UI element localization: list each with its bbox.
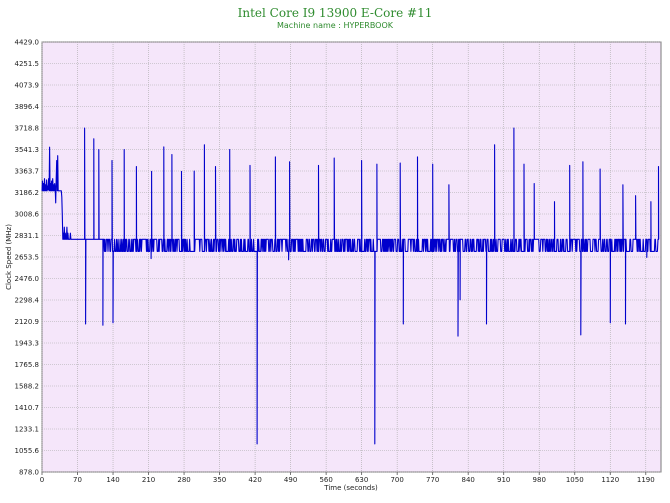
y-tick-label: 3363.7 xyxy=(15,168,40,176)
y-tick-label: 4073.9 xyxy=(15,82,40,90)
y-tick-label: 2653.5 xyxy=(15,254,40,262)
y-tick-label: 2831.1 xyxy=(15,232,40,240)
x-tick-label: 630 xyxy=(355,476,368,484)
x-tick-label: 70 xyxy=(73,476,82,484)
y-tick-label: 1943.3 xyxy=(15,340,40,348)
y-tick-label: 3008.6 xyxy=(15,211,40,219)
x-tick-label: 700 xyxy=(390,476,403,484)
x-axis-ticks: 0 70 140 210 280 350 420 490 560 630 700 770 840 910 9… xyxy=(40,472,655,484)
y-tick-label: 1233.1 xyxy=(15,426,40,434)
grid-lines xyxy=(41,41,661,473)
y-tick-label: 2298.4 xyxy=(15,297,40,305)
x-axis-title: Time (seconds) xyxy=(323,484,378,492)
y-tick-label: 1410.7 xyxy=(15,404,40,412)
x-tick-label: 210 xyxy=(142,476,155,484)
y-tick-label: 3896.4 xyxy=(15,103,40,111)
y-tick-label: 3718.8 xyxy=(15,125,40,133)
y-tick-label: 3186.2 xyxy=(15,189,40,197)
x-tick-label: 1190 xyxy=(637,476,655,484)
chart-subtitle: Machine name : HYPERBOOK xyxy=(276,21,394,30)
clock-speed-line xyxy=(41,127,660,445)
y-tick-label: 3541.3 xyxy=(15,146,40,154)
x-tick-label: 1120 xyxy=(601,476,619,484)
x-tick-label: 910 xyxy=(497,476,510,484)
x-tick-label: 980 xyxy=(533,476,546,484)
y-tick-label: 1765.8 xyxy=(15,361,40,369)
x-tick-label: 280 xyxy=(177,476,190,484)
y-tick-label: 4251.5 xyxy=(15,60,40,68)
y-axis-title: Clock Speed (MHz) xyxy=(5,224,13,290)
y-tick-label: 1055.6 xyxy=(15,447,40,455)
y-tick-label: 2476.0 xyxy=(15,275,40,283)
x-tick-label: 0 xyxy=(40,476,44,484)
x-tick-label: 350 xyxy=(213,476,226,484)
x-tick-label: 770 xyxy=(426,476,439,484)
y-tick-label: 1588.2 xyxy=(15,383,40,391)
y-tick-label: 878.0 xyxy=(19,469,39,477)
y-tick-label: 4429.0 xyxy=(15,39,40,47)
x-tick-label: 420 xyxy=(248,476,261,484)
y-axis-ticks: 878.0 1055.6 1233.1 1410.7 1588.2 1765.8 1943.… xyxy=(15,39,40,477)
chart-title: Intel Core I9 13900 E-Core #11 xyxy=(237,6,433,20)
x-tick-label: 840 xyxy=(462,476,475,484)
series-layer xyxy=(41,127,660,445)
y-tick-label: 2120.9 xyxy=(15,318,40,326)
x-tick-label: 1050 xyxy=(566,476,584,484)
x-tick-label: 490 xyxy=(284,476,297,484)
x-tick-label: 560 xyxy=(319,476,332,484)
x-tick-label: 140 xyxy=(106,476,119,484)
